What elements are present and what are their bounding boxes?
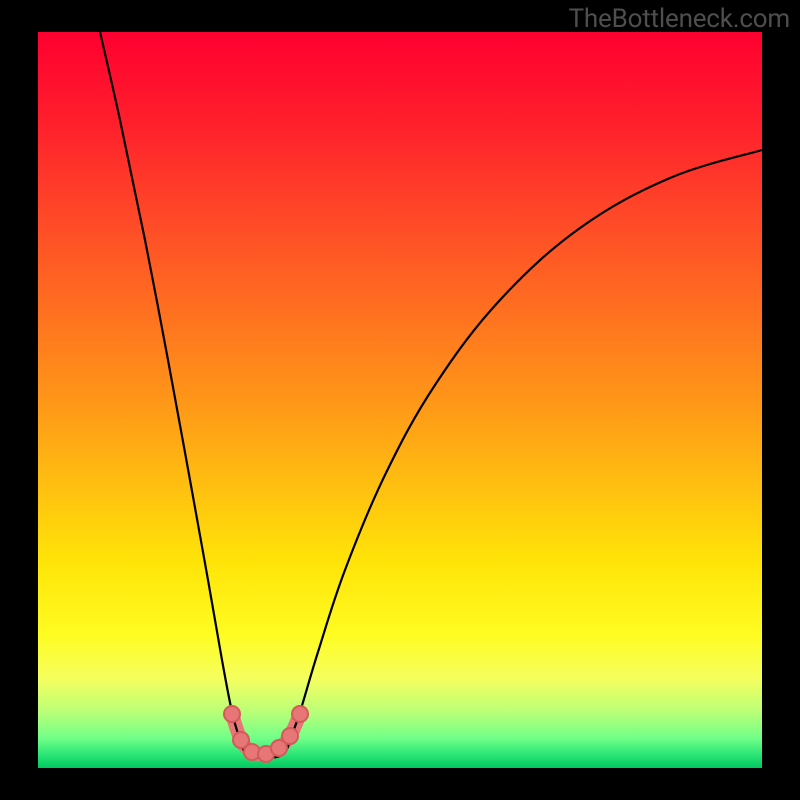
watermark-text: TheBottleneck.com xyxy=(569,4,790,34)
curve-marker xyxy=(282,728,298,744)
curve-marker xyxy=(224,706,240,722)
curve-marker xyxy=(292,706,308,722)
plot-background xyxy=(38,32,762,768)
bottleneck-chart xyxy=(0,0,800,800)
